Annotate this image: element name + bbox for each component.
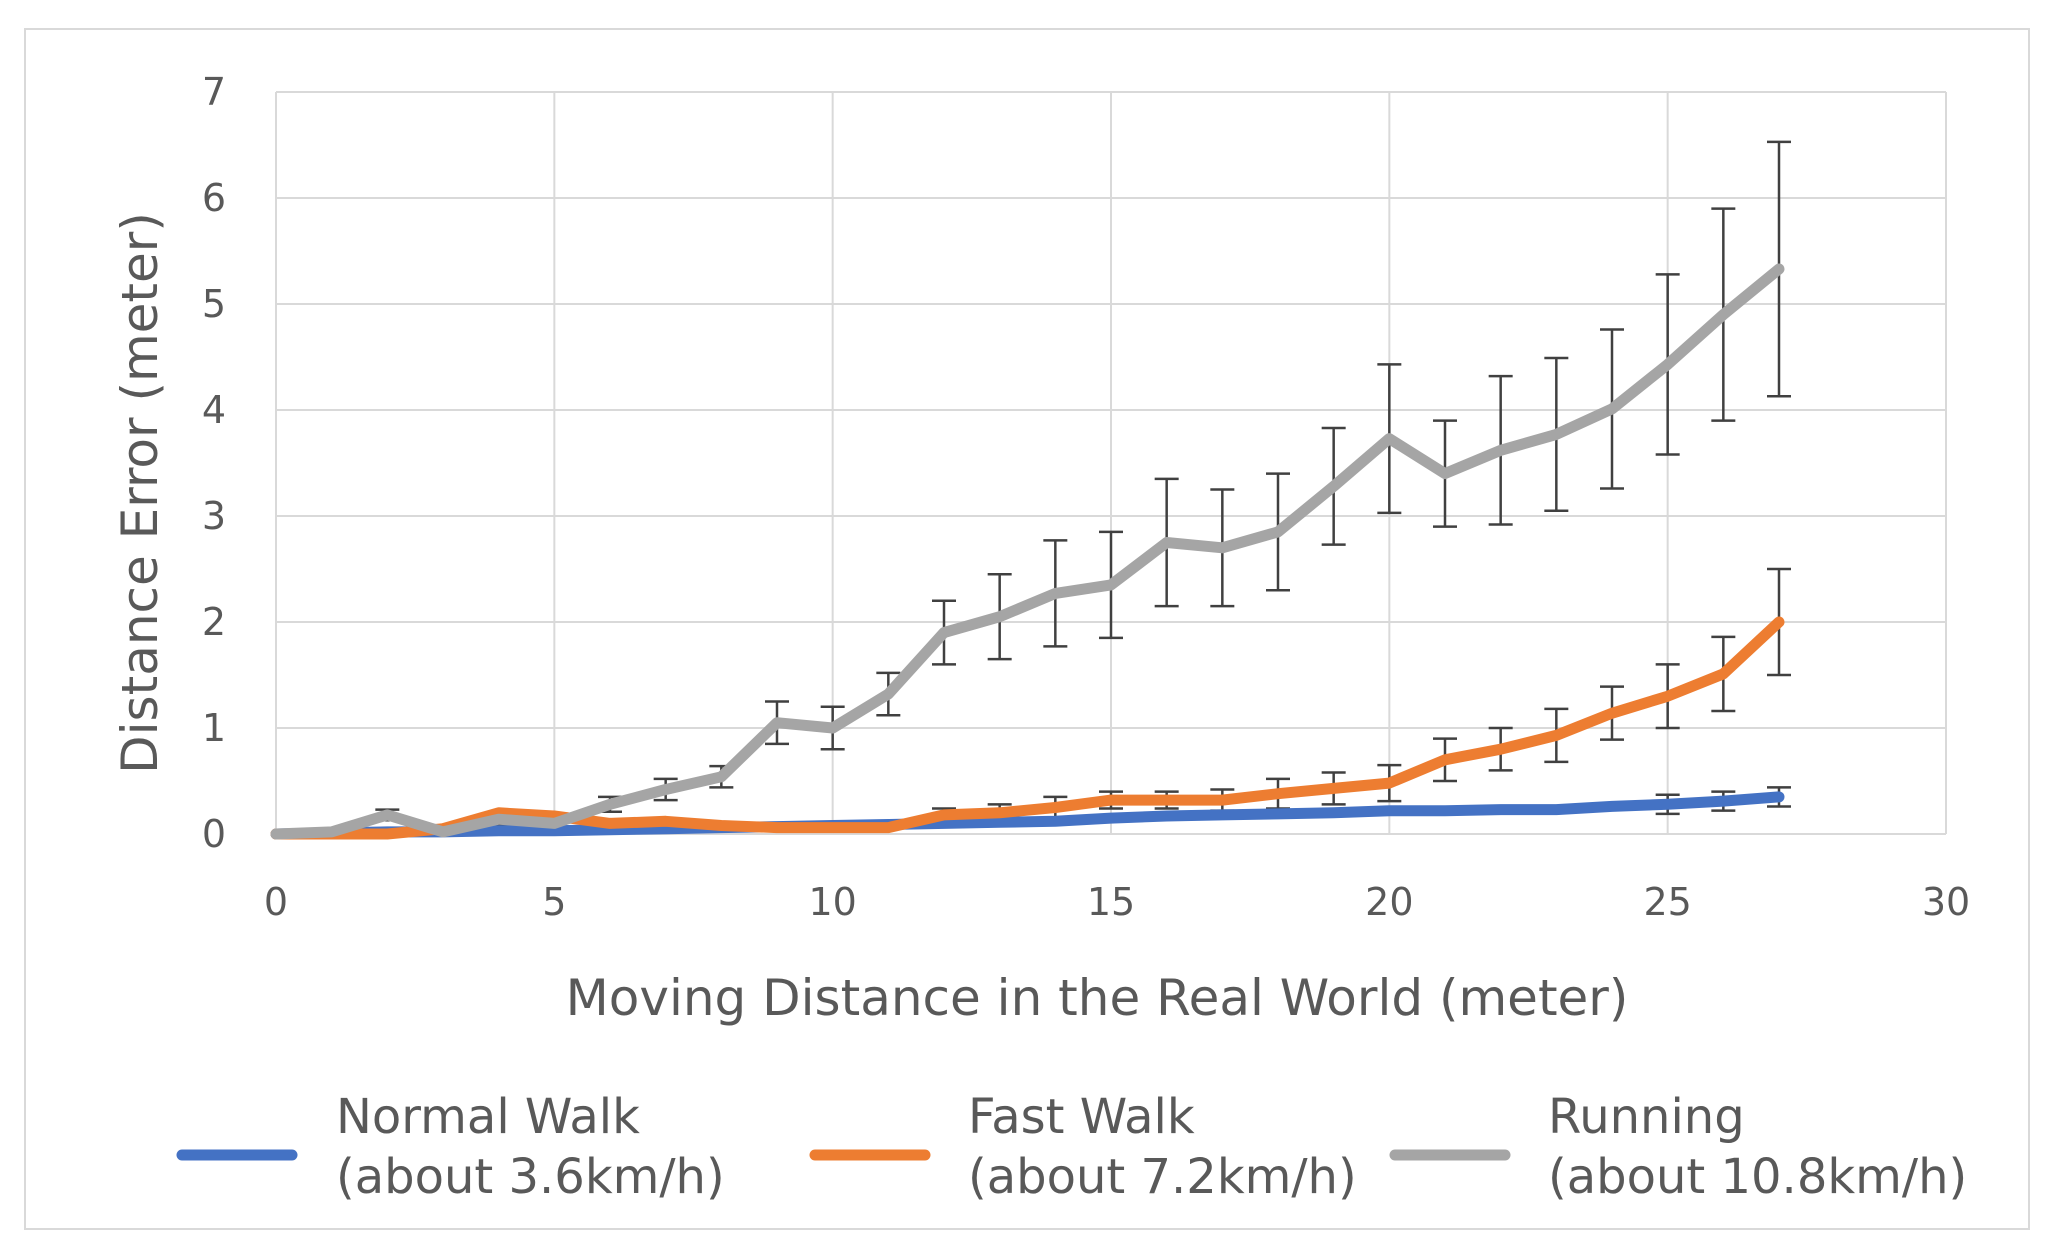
legend-item: Fast Walk(about 7.2km/h) bbox=[809, 1089, 1357, 1205]
legend-label-detail: (about 3.6km/h) bbox=[336, 1149, 725, 1205]
x-axis-title: Moving Distance in the Real World (meter… bbox=[566, 969, 1629, 1027]
chart-frame bbox=[24, 28, 2030, 1230]
legend-label: Running bbox=[1548, 1089, 1745, 1145]
tick-labels: 0 1 2 3 4 5 6 7 0 5 10 15 20 25 30 bbox=[202, 70, 1970, 924]
y-tick-label: 2 bbox=[202, 600, 226, 644]
legend-label-detail: (about 10.8km/h) bbox=[1548, 1149, 1967, 1205]
legend: Normal Walk(about 3.6km/h)Fast Walk(abou… bbox=[176, 1089, 1967, 1205]
x-tick-label: 10 bbox=[808, 880, 856, 924]
y-tick-label: 3 bbox=[202, 494, 226, 538]
legend-label: Normal Walk bbox=[336, 1089, 640, 1145]
series-line-fast-walk bbox=[270, 616, 1785, 840]
series-line-normal-walk bbox=[270, 791, 1785, 840]
y-tick-label: 6 bbox=[202, 176, 226, 220]
legend-label-detail: (about 7.2km/h) bbox=[968, 1149, 1357, 1205]
y-tick-label: 4 bbox=[202, 388, 226, 432]
x-tick-label: 5 bbox=[542, 880, 566, 924]
y-tick-label: 5 bbox=[202, 282, 226, 326]
x-tick-label: 0 bbox=[264, 880, 288, 924]
legend-item: Normal Walk(about 3.6km/h) bbox=[176, 1089, 725, 1205]
x-tick-label: 20 bbox=[1365, 880, 1413, 924]
y-tick-label: 0 bbox=[202, 812, 226, 856]
x-tick-label: 15 bbox=[1087, 880, 1135, 924]
y-axis-title: Distance Error (meter) bbox=[111, 212, 169, 774]
series-lines bbox=[270, 263, 1785, 840]
legend-label: Fast Walk bbox=[968, 1089, 1195, 1145]
series-line-running bbox=[270, 263, 1785, 840]
error-bars bbox=[375, 140, 1791, 826]
x-tick-label: 25 bbox=[1643, 880, 1691, 924]
legend-item: Running(about 10.8km/h) bbox=[1389, 1089, 1967, 1205]
y-tick-label: 1 bbox=[202, 706, 226, 750]
x-tick-label: 30 bbox=[1922, 880, 1970, 924]
gridlines bbox=[275, 91, 1947, 835]
y-tick-label: 7 bbox=[202, 70, 226, 114]
